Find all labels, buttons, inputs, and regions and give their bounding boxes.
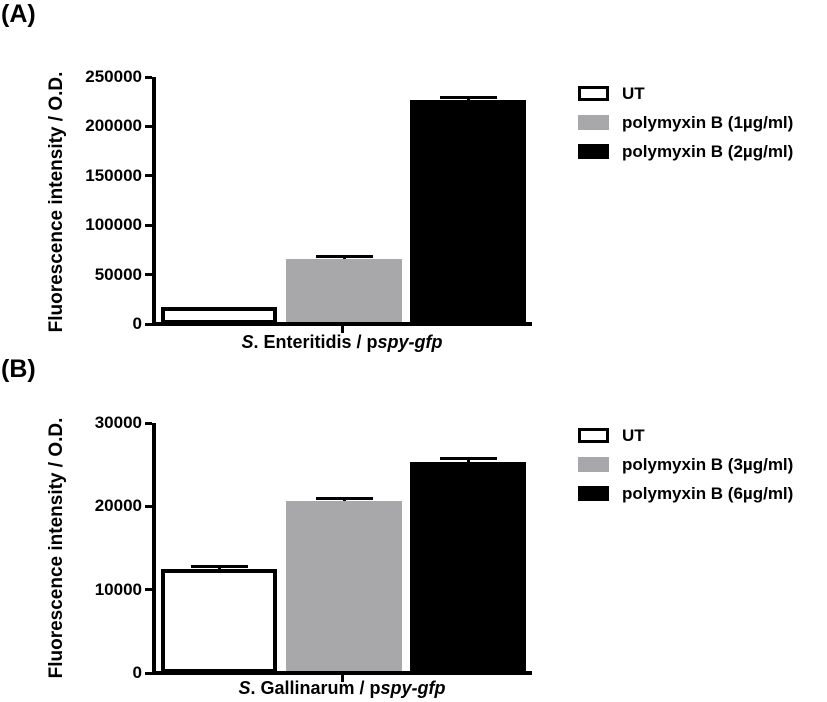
legend-item: polymyxin B (6µg/ml) — [578, 484, 794, 503]
y-tick-label: 200000 — [85, 116, 142, 136]
y-axis-tick — [145, 75, 152, 79]
y-axis-tick — [145, 174, 152, 178]
error-bar-cap — [315, 255, 373, 259]
x-axis-label-part: spy-gfp — [380, 678, 446, 698]
x-axis-label-part: . Gallinarum / p — [250, 678, 381, 698]
error-bar-cap — [439, 95, 497, 99]
y-tick-label: 0 — [132, 314, 142, 333]
plot-area-a: 0 50000 100000 150000 200000 250000 — [85, 67, 532, 333]
y-tick-label: 150000 — [85, 165, 142, 185]
y-axis — [152, 423, 156, 675]
bar-polymyxin-b-1-g-ml- — [286, 258, 402, 324]
y-axis-tick — [145, 273, 152, 277]
panel-a-label: (A) — [1, 0, 36, 28]
y-axis-tick — [145, 322, 152, 326]
legend-item: polymyxin B (2µg/ml) — [578, 142, 794, 161]
y-tick-label: 50000 — [94, 264, 142, 284]
error-bar-stem — [466, 97, 470, 102]
y-tick-label: 10000 — [94, 579, 142, 599]
legend-item: UT — [578, 84, 793, 103]
y-tick-label: 100000 — [85, 215, 142, 235]
y-axis-tick — [145, 223, 152, 227]
y-axis-tick — [145, 421, 152, 425]
y-tick-label: 250000 — [85, 67, 142, 86]
y-axis — [152, 77, 156, 326]
bar-ut — [161, 568, 277, 673]
x-axis-label-part: S — [241, 332, 254, 352]
x-axis-label-part: S — [238, 678, 251, 698]
legend-label: polymyxin B (6µg/ml) — [622, 484, 794, 503]
x-axis — [152, 322, 532, 326]
panel-b-label: (B) — [1, 355, 36, 383]
error-bar-stem — [466, 458, 470, 465]
y-tick-label: 30000 — [94, 413, 142, 432]
x-axis-tick — [340, 326, 344, 333]
legend-label: UT — [622, 84, 645, 103]
y-axis-title-b: Fluorescence intensity / O.D. — [46, 417, 67, 679]
y-tick-label: 20000 — [94, 496, 142, 516]
legend-swatch — [578, 486, 609, 501]
plot-area-b: 0 10000 20000 30000 — [95, 413, 532, 682]
legend-item: UT — [578, 426, 793, 445]
error-bar-cap — [315, 496, 373, 500]
legend-label: polymyxin B (3µg/ml) — [622, 455, 794, 474]
legend-b: UT polymyxin B (3µg/ml) polymyxin B (6µg/m… — [578, 426, 794, 515]
legend-item: polymyxin B (3µg/ml) — [578, 455, 794, 474]
y-axis-tick — [145, 504, 152, 508]
legend-item: polymyxin B (1µg/ml) — [578, 113, 794, 132]
error-bar-cap — [190, 564, 248, 568]
error-bar-stem — [217, 566, 221, 571]
y-axis-title-a: Fluorescence intensity / O.D. — [46, 71, 67, 333]
error-bar-stem — [342, 498, 346, 503]
legend-label: UT — [622, 426, 645, 445]
legend-label: polymyxin B (1µg/ml) — [622, 113, 794, 132]
legend-swatch — [578, 428, 609, 443]
y-tick-label: 0 — [132, 663, 142, 682]
bar-polymyxin-b-3-g-ml- — [286, 500, 402, 673]
legend-a: UT polymyxin B (1µg/ml) polymyxin B (2µg/m… — [578, 84, 794, 173]
x-axis-label-b: S. Gallinarum / pspy-gfp — [156, 678, 528, 699]
legend-swatch — [578, 86, 609, 101]
bar-polymyxin-b-2-g-ml- — [410, 99, 526, 324]
x-axis-label-part: . Enteritidis / p — [253, 332, 378, 352]
y-axis-tick — [145, 588, 152, 592]
legend-swatch — [578, 144, 609, 159]
legend-swatch — [578, 115, 609, 130]
x-axis — [152, 671, 532, 675]
y-axis-tick — [145, 671, 152, 675]
legend-swatch — [578, 457, 609, 472]
legend-label: polymyxin B (2µg/ml) — [622, 142, 794, 161]
x-axis-label-part: spy-gfp — [377, 332, 443, 352]
bar-polymyxin-b-6-g-ml- — [410, 462, 526, 673]
error-bar-cap — [439, 456, 497, 460]
x-axis-label-a: S. Enteritidis / pspy-gfp — [156, 332, 528, 353]
x-axis-tick — [340, 675, 344, 682]
y-axis-tick — [145, 124, 152, 128]
